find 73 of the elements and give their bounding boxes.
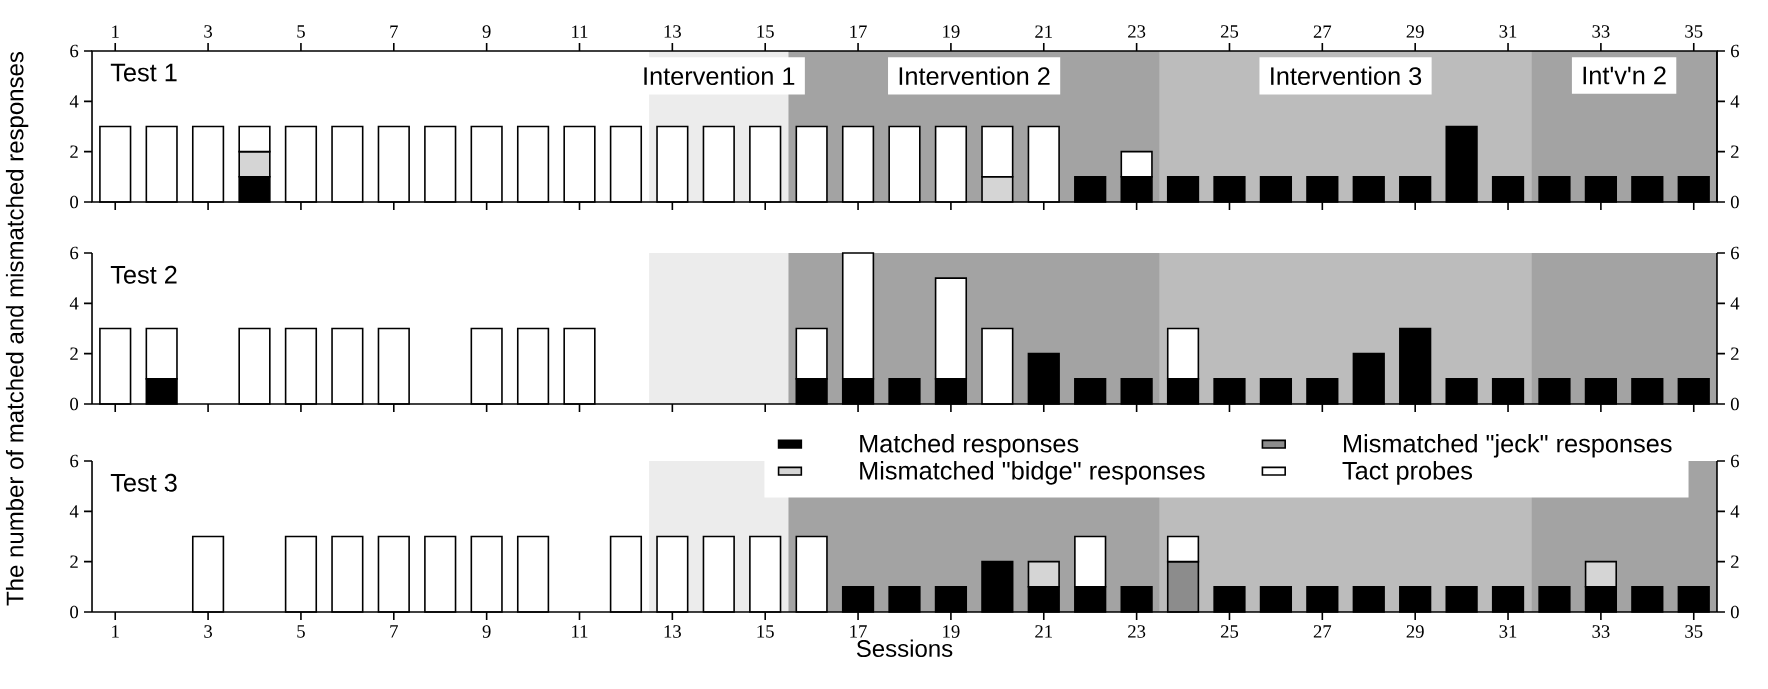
y-tick-label: 0 (70, 195, 79, 209)
x-tick-label: 31 (1499, 25, 1517, 38)
chart-title: Test 1 (110, 63, 177, 82)
y-tick-label: 4 (69, 95, 79, 108)
legend-label: Mismatched "bidge" responses (860, 461, 1205, 485)
legend-label: Tact probes (1342, 461, 1473, 485)
x-tick-label: 9 (482, 625, 491, 638)
x-tick-label: 17 (850, 625, 867, 638)
legend-label: Matched responses (860, 434, 1079, 458)
x-tick-label: 33 (1592, 25, 1610, 38)
x-tick-label: 21 (1035, 25, 1052, 38)
y-tick-label: 4 (69, 505, 79, 518)
x-tick-label: 23 (1128, 25, 1146, 38)
band-label: Intervention 3 (1271, 66, 1422, 86)
y2-tick-label: 0 (1730, 397, 1739, 411)
x-tick-label: 21 (1035, 625, 1052, 638)
x-tick-label: 33 (1592, 625, 1610, 638)
y-tick-label: 6 (70, 246, 79, 260)
x-tick-label: 13 (664, 25, 681, 38)
x-tick-label: 7 (390, 625, 398, 638)
x-tick-label: 11 (572, 625, 588, 638)
x-tick-label: 3 (204, 25, 213, 38)
x-tick-label: 9 (482, 25, 491, 38)
y-tick-label: 4 (69, 297, 79, 310)
x-tick-label: 1 (112, 25, 119, 38)
y2-tick-label: 0 (1730, 605, 1739, 619)
y2-tick-label: 4 (1730, 95, 1740, 108)
y-tick-label: 0 (70, 605, 79, 619)
band-label: Intervention 2 (899, 66, 1050, 86)
x-tick-label: 25 (1220, 25, 1239, 38)
x-tick-label: 27 (1313, 25, 1332, 38)
x-tick-label: 13 (664, 625, 681, 638)
y2-tick-label: 2 (1731, 145, 1739, 158)
x-tick-label: 5 (297, 625, 305, 638)
x-tick-label: 7 (390, 25, 398, 38)
chart-title: Test 2 (110, 265, 177, 284)
y2-tick-label: 4 (1730, 297, 1740, 310)
x-tick-label: 15 (757, 625, 774, 638)
y-tick-label: 2 (70, 555, 78, 568)
y2-tick-label: 6 (1731, 454, 1740, 468)
y2-tick-label: 2 (1731, 347, 1739, 360)
x-tick-label: 19 (943, 25, 960, 38)
x-tick-label: 35 (1685, 625, 1703, 638)
x-tick-label: 31 (1499, 625, 1517, 638)
x-tick-label: 11 (572, 25, 588, 38)
x-axis-title: Sessions (856, 639, 953, 658)
x-tick-label: 17 (850, 25, 867, 38)
x-tick-label: 3 (204, 625, 213, 638)
band-label: Intervention 1 (644, 66, 795, 86)
band-label: Int'v'n 2 (1583, 66, 1666, 85)
y-axis-title: The number of matched and mismatched responses (5, 51, 29, 606)
y-tick-label: 2 (70, 145, 78, 158)
y2-tick-label: 6 (1731, 44, 1740, 58)
x-tick-label: 35 (1685, 25, 1703, 38)
x-tick-label: 27 (1313, 625, 1332, 638)
x-tick-label: 25 (1220, 625, 1239, 638)
chart-title: Test 3 (110, 473, 177, 492)
x-tick-label: 29 (1406, 625, 1424, 638)
y-tick-label: 6 (70, 44, 79, 58)
x-tick-label: 5 (297, 25, 305, 38)
y2-tick-label: 0 (1730, 195, 1739, 209)
x-tick-label: 1 (112, 625, 119, 638)
y2-tick-label: 4 (1730, 505, 1740, 518)
legend-label: Mismatched "jeck" responses (1344, 434, 1672, 458)
y2-tick-label: 2 (1731, 555, 1739, 568)
y-tick-label: 0 (70, 397, 79, 411)
y2-tick-label: 6 (1731, 246, 1740, 260)
y-tick-label: 6 (70, 454, 79, 468)
x-tick-label: 23 (1128, 625, 1146, 638)
x-tick-label: 15 (757, 25, 774, 38)
y-tick-label: 2 (70, 347, 78, 360)
x-tick-label: 19 (943, 625, 960, 638)
x-tick-label: 29 (1406, 25, 1424, 38)
